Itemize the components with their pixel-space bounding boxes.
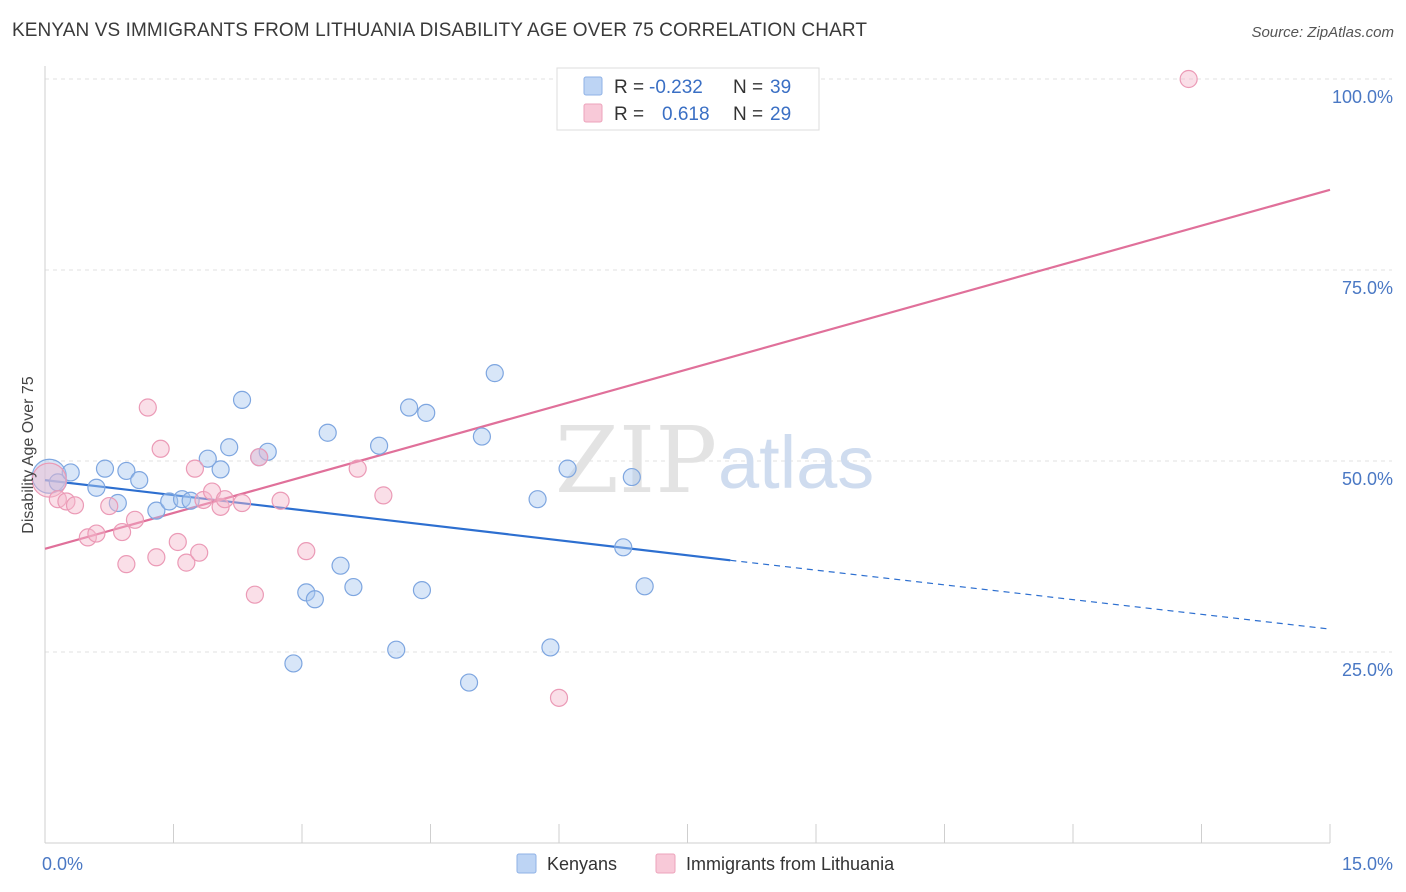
kenyans-point — [459, 673, 479, 692]
kenyans-point — [541, 638, 560, 657]
legend-r-label: R = — [614, 77, 644, 98]
kenyans-point — [95, 459, 115, 478]
lithuania-point — [138, 398, 157, 417]
lithuania-point — [190, 543, 209, 562]
x-tick-label: 15.0% — [1342, 854, 1393, 874]
bottom-legend-kenyans: Kenyans — [547, 854, 617, 874]
kenyans-point — [318, 423, 337, 442]
bottom-legend-swatch-lithuania — [655, 853, 676, 874]
axes — [44, 66, 1331, 844]
kenyans-point — [399, 398, 419, 417]
kenyans-point — [485, 364, 504, 383]
kenyans-point — [117, 461, 136, 481]
legend-n-value: 39 — [770, 77, 791, 98]
lithuania-point — [100, 496, 119, 516]
kenyans-point — [558, 459, 577, 478]
lithuania-point — [168, 532, 187, 552]
kenyans-point — [387, 640, 406, 659]
legend-n-label: N = — [733, 104, 763, 125]
legend-r-label: R = — [614, 104, 644, 125]
bottom-legend-swatch-kenyans — [516, 853, 537, 874]
legend-swatch-lithuania — [583, 103, 603, 123]
y-tick-label: 50.0% — [1342, 469, 1393, 489]
lithuania-point — [147, 548, 166, 567]
source-label: Source: ZipAtlas.com — [1251, 24, 1394, 41]
lithuania-point — [65, 496, 85, 515]
kenyans-point — [344, 577, 363, 597]
kenyans-point — [417, 403, 436, 422]
watermark-zip: ZIP — [555, 407, 717, 514]
lithuania-point — [348, 459, 367, 478]
kenyans-point — [211, 460, 230, 479]
lithuania-point — [185, 459, 205, 478]
lithuania-point — [297, 542, 316, 561]
legend-r-value: 0.618 — [662, 104, 710, 125]
legend-n-label: N = — [733, 77, 763, 98]
data-points — [31, 69, 1198, 707]
y-tick-label: 25.0% — [1342, 660, 1393, 680]
watermark-atlas: atlas — [718, 421, 874, 504]
y-tick-label: 100.0% — [1332, 87, 1393, 107]
kenyans-point — [472, 427, 491, 446]
lithuania-point — [232, 493, 252, 513]
lithuania-point — [271, 491, 290, 510]
kenyans-point — [232, 390, 252, 409]
legend-n-value: 29 — [770, 104, 791, 125]
kenyans-point — [412, 581, 432, 600]
lithuania-point — [125, 510, 145, 529]
lithuania-point — [215, 490, 234, 509]
kenyans-point — [331, 556, 350, 575]
trend-line-extension — [730, 559, 1331, 630]
lithuania-point — [245, 585, 264, 604]
kenyans-point — [181, 491, 200, 510]
trend-line — [44, 479, 731, 562]
lithuania-point — [177, 553, 196, 572]
lithuania-point — [112, 522, 132, 542]
lithuania-point — [1179, 69, 1198, 89]
kenyans-point — [528, 490, 547, 509]
legend-r-value: -0.232 — [649, 77, 703, 98]
lithuania-point — [250, 448, 269, 467]
y-tick-label: 75.0% — [1342, 278, 1393, 298]
kenyans-point — [198, 449, 217, 468]
x-tick-label: 0.0% — [42, 854, 83, 874]
kenyans-point — [147, 501, 166, 520]
tick-labels: 25.0% 50.0% 75.0% 100.0% 0.0% 15.0% — [42, 87, 1393, 874]
kenyans-point — [635, 577, 654, 596]
lithuania-point — [57, 492, 76, 511]
kenyans-point — [220, 438, 239, 457]
legend-swatch-kenyans — [583, 76, 603, 96]
kenyans-point — [130, 471, 149, 490]
stats-legend: R = -0.232 N = 39 R = 0.618 N = 29 — [556, 67, 820, 131]
kenyans-point — [87, 478, 106, 497]
kenyans-point — [614, 538, 633, 557]
trend-line — [44, 188, 1331, 550]
trend-lines — [44, 188, 1331, 630]
kenyans-point — [622, 467, 641, 487]
kenyans-point — [258, 442, 277, 461]
bottom-legend-lithuania: Immigrants from Lithuania — [686, 854, 895, 874]
chart-title: KENYAN VS IMMIGRANTS FROM LITHUANIA DISA… — [12, 20, 868, 41]
lithuania-point — [117, 555, 136, 574]
series-legend: Kenyans Immigrants from Lithuania — [516, 853, 895, 874]
watermark: ZIP atlas — [555, 407, 874, 514]
lithuania-point — [87, 524, 106, 543]
y-axis-label: Disability Age Over 75 — [20, 376, 37, 534]
lithuania-point — [151, 439, 170, 458]
kenyans-point — [370, 436, 389, 455]
kenyans-point — [284, 654, 303, 673]
lithuania-point — [78, 528, 97, 547]
lithuania-point — [374, 486, 393, 505]
gridlines — [45, 78, 1392, 653]
kenyans-point — [305, 590, 324, 609]
lithuania-point — [549, 688, 569, 707]
